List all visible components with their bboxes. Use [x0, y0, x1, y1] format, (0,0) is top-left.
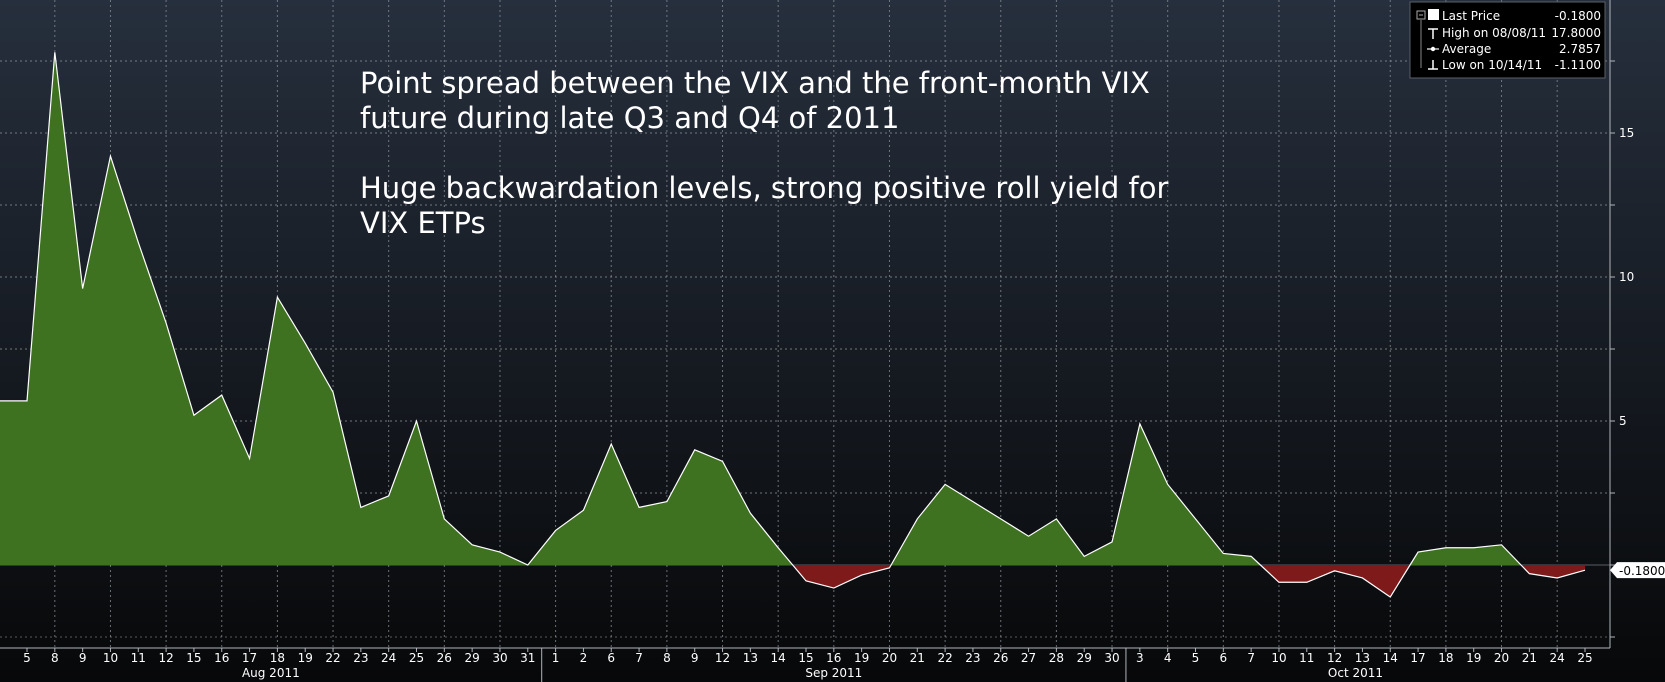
x-tick-label: 17: [1410, 651, 1425, 665]
x-tick-label: 17: [242, 651, 257, 665]
x-tick-label: 13: [1355, 651, 1370, 665]
x-tick-label: 15: [186, 651, 201, 665]
legend-row-low: Low on 10/14/11 -1.1100: [1428, 58, 1601, 72]
x-tick-label: 20: [1494, 651, 1509, 665]
x-tick-label: 5: [1192, 651, 1200, 665]
collapse-icon[interactable]: [1416, 10, 1426, 20]
legend-average-label: Average: [1442, 42, 1491, 56]
x-tick-label: 24: [1550, 651, 1565, 665]
annotation-line-4: VIX ETPs: [360, 206, 486, 240]
x-tick-label: 26: [437, 651, 452, 665]
x-tick-label: 22: [325, 651, 340, 665]
x-tick-label: 8: [51, 651, 59, 665]
annotation-line-2: future during late Q3 and Q4 of 2011: [360, 101, 899, 135]
x-tick-label: 7: [635, 651, 643, 665]
legend-last-price-value: -0.1800: [1555, 9, 1601, 23]
x-tick-label: 14: [1383, 651, 1398, 665]
legend-high-label: High on 08/08/11: [1442, 26, 1546, 40]
x-tick-label: 29: [465, 651, 480, 665]
x-tick-label: 6: [607, 651, 615, 665]
x-tick-label: 13: [743, 651, 758, 665]
area-layer: [0, 52, 1585, 597]
x-tick-label: 30: [1104, 651, 1119, 665]
y-tick-label: 15: [1619, 126, 1634, 140]
x-tick-label: 19: [854, 651, 869, 665]
legend-box: Last Price -0.1800 High on 08/08/11 17.8…: [1409, 1, 1606, 79]
x-tick-label: 9: [691, 651, 699, 665]
x-tick-label: 28: [1049, 651, 1064, 665]
x-tick-label: 25: [409, 651, 424, 665]
legend-low-value: -1.1100: [1555, 58, 1601, 72]
x-tick-label: 6: [1220, 651, 1228, 665]
x-tick-label: 23: [353, 651, 368, 665]
chart-annotation: Point spread between the VIX and the fro…: [360, 66, 1168, 240]
x-tick-label: 7: [1247, 651, 1255, 665]
last-value-tag-shape: [1610, 562, 1665, 579]
legend-background: [1409, 1, 1606, 79]
positive-area: [0, 52, 1585, 566]
legend-last-price-label: Last Price: [1442, 9, 1500, 23]
last-value-tag: -0.1800: [1610, 562, 1665, 579]
month-label: Sep 2011: [805, 666, 862, 680]
x-tick-label: 29: [1077, 651, 1092, 665]
legend-row-high: High on 08/08/11 17.8000: [1420, 20, 1601, 68]
x-tick-label: 19: [298, 651, 313, 665]
y-tick-label: 5: [1619, 414, 1627, 428]
x-tick-label: 5: [23, 651, 31, 665]
x-tick-label: 26: [993, 651, 1008, 665]
x-tick-label: 2: [580, 651, 588, 665]
x-tick-label: 16: [214, 651, 229, 665]
legend-average-value: 2.7857: [1559, 42, 1601, 56]
x-tick-label: 12: [715, 651, 730, 665]
legend-row-last-price: Last Price -0.1800: [1416, 9, 1601, 23]
x-tick-label: 24: [381, 651, 396, 665]
month-label: Aug 2011: [242, 666, 300, 680]
x-tick-label: 12: [158, 651, 173, 665]
month-labels: Aug 2011 Sep 2011 Oct 2011: [242, 666, 1383, 680]
x-tick-label: 27: [1021, 651, 1036, 665]
x-tick-label: 25: [1577, 651, 1592, 665]
x-tick-label: 12: [1327, 651, 1342, 665]
x-tick-label: 9: [79, 651, 87, 665]
x-tick-label: 30: [492, 651, 507, 665]
x-tick-label: 31: [520, 651, 535, 665]
x-tick-label: 18: [270, 651, 285, 665]
x-tick-label: 8: [663, 651, 671, 665]
x-tick-label: 20: [882, 651, 897, 665]
average-marker-dot-icon: [1430, 46, 1436, 52]
annotation-line-3: Huge backwardation levels, strong positi…: [360, 171, 1168, 205]
x-tick-label: 19: [1466, 651, 1481, 665]
x-tick-label: 3: [1136, 651, 1144, 665]
last-price-swatch-icon: [1428, 9, 1439, 20]
axis-layer: [0, 0, 1615, 682]
x-tick-label: 16: [826, 651, 841, 665]
x-tick-label: 21: [910, 651, 925, 665]
x-tick-label: 15: [798, 651, 813, 665]
x-tick-label: 21: [1522, 651, 1537, 665]
x-tick-label: 11: [131, 651, 146, 665]
x-tick-label: 10: [103, 651, 118, 665]
x-tick-label: 4: [1164, 651, 1172, 665]
legend-low-label: Low on 10/14/11: [1442, 58, 1542, 72]
series-line: [0, 52, 1586, 598]
legend-high-value: 17.8000: [1551, 26, 1601, 40]
legend-row-average: Average 2.7857: [1427, 42, 1601, 56]
x-tick-label: 18: [1438, 651, 1453, 665]
x-tick-label: 10: [1271, 651, 1286, 665]
month-label: Oct 2011: [1328, 666, 1383, 680]
last-value-tag-text: -0.1800: [1619, 564, 1665, 578]
annotation-line-1: Point spread between the VIX and the fro…: [360, 66, 1150, 100]
line-layer: [0, 52, 1586, 598]
y-tick-label: 10: [1619, 270, 1634, 284]
y-tick-labels: 5 10 15: [1619, 126, 1634, 428]
x-tick-label: 11: [1299, 651, 1314, 665]
x-tick-labels: 5 8 9 10 11 12 15 16 17 18 19 22 23 24 25 26 29 30 31 1 2 6 7 8…: [23, 651, 1592, 665]
x-tick-label: 14: [771, 651, 786, 665]
x-tick-label: 22: [937, 651, 952, 665]
x-tick-label: 23: [965, 651, 980, 665]
x-tick-label: 1: [552, 651, 560, 665]
